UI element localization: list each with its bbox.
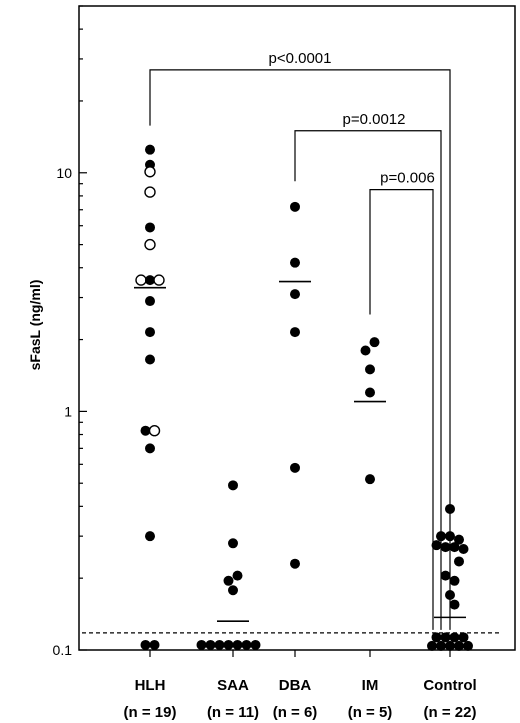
data-point-saa — [232, 639, 243, 650]
category-n-label-dba: (n = 6) — [273, 704, 318, 721]
data-point-saa — [250, 639, 261, 650]
data-point-control — [454, 640, 464, 651]
data-point-control — [463, 640, 473, 651]
category-label-saa: SAA — [217, 677, 249, 694]
category-n-label-control: (n = 22) — [424, 704, 477, 721]
data-point-hlh — [145, 144, 155, 155]
data-point-dba — [290, 462, 300, 473]
data-point-control — [454, 556, 464, 567]
data-point-control — [440, 570, 451, 581]
category-label-control: Control — [423, 677, 476, 694]
y-tick-label: 1 — [64, 403, 72, 419]
data-point-hlh — [145, 531, 155, 542]
data-point-dba — [290, 289, 300, 300]
data-point-control — [458, 632, 469, 643]
data-point-control — [454, 534, 464, 545]
data-point-saa — [214, 639, 225, 650]
data-point-control — [458, 544, 469, 555]
p-value-label: p=0.0012 — [343, 111, 406, 128]
data-point-hlh — [140, 639, 151, 650]
category-label-dba: DBA — [279, 677, 312, 694]
data-point-saa — [228, 585, 238, 596]
data-point-control — [427, 640, 437, 651]
data-point-control — [431, 632, 442, 643]
category-n-label-saa: (n = 11) — [207, 704, 259, 721]
data-point-saa — [223, 575, 234, 586]
data-point-hlh — [148, 424, 161, 437]
plot-frame — [78, 5, 516, 651]
data-point-control — [449, 632, 460, 643]
data-point-hlh — [145, 296, 155, 307]
data-point-saa — [232, 570, 243, 581]
comparison-bracket-hlh: p<0.0001 — [149, 50, 451, 630]
data-point-dba — [290, 558, 300, 569]
y-tick-label: 10 — [56, 165, 72, 181]
data-point-hlh — [145, 222, 155, 233]
data-point-saa — [228, 538, 238, 549]
data-point-hlh — [144, 166, 156, 178]
data-point-saa — [205, 639, 216, 650]
category-n-label-hlh: (n = 19) — [124, 704, 177, 721]
data-point-hlh — [153, 274, 165, 286]
data-point-control — [440, 542, 451, 553]
data-point-control — [445, 640, 455, 651]
category-label-im: IM — [362, 677, 379, 694]
p-value-label: p<0.0001 — [269, 50, 332, 67]
data-point-control — [440, 632, 451, 643]
data-point-im — [360, 345, 371, 356]
data-point-control — [445, 503, 455, 514]
data-point-control — [445, 531, 455, 542]
data-point-saa — [223, 639, 234, 650]
data-point-saa — [228, 480, 238, 491]
data-point-control — [431, 540, 442, 551]
data-point-hlh — [145, 354, 155, 365]
data-point-im — [365, 364, 375, 375]
data-point-hlh — [140, 425, 151, 436]
data-point-im — [369, 337, 380, 348]
data-point-saa — [241, 639, 252, 650]
data-point-control — [445, 590, 455, 601]
data-point-hlh — [144, 238, 156, 251]
comparison-bracket-im: p=0.006 — [369, 170, 435, 630]
data-point-saa — [196, 639, 207, 650]
category-n-label-im: (n = 5) — [348, 704, 393, 721]
data-point-hlh — [144, 186, 156, 198]
data-point-im — [365, 387, 375, 398]
p-value-label: p=0.006 — [380, 170, 435, 187]
data-point-dba — [290, 201, 300, 212]
bracket-line — [369, 189, 434, 630]
data-point-control — [449, 575, 460, 586]
data-point-hlh — [145, 327, 155, 338]
data-point-dba — [290, 257, 300, 268]
y-axis-label: sFasL (ng/ml) — [27, 280, 43, 371]
data-point-control — [436, 640, 446, 651]
data-point-hlh — [145, 275, 155, 286]
y-tick-label: 0.1 — [53, 642, 73, 658]
data-point-control — [436, 531, 446, 542]
category-label-hlh: HLH — [135, 677, 166, 694]
data-point-im — [365, 474, 375, 485]
data-point-hlh — [145, 443, 155, 454]
bracket-line — [294, 130, 442, 630]
data-point-control — [449, 542, 460, 553]
comparison-bracket-dba: p=0.0012 — [294, 111, 442, 630]
data-point-hlh — [135, 274, 147, 286]
data-point-dba — [290, 327, 300, 338]
data-point-hlh — [149, 639, 160, 650]
bracket-line — [149, 69, 451, 630]
data-point-control — [449, 599, 460, 610]
